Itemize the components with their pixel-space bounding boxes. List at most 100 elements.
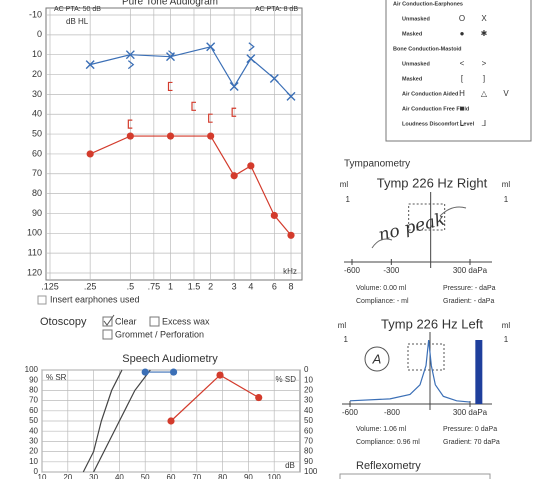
x-tick-label: 300 daPa <box>453 408 488 417</box>
x-tick-label: 60 <box>167 473 176 479</box>
readout: Volume: 1.06 ml <box>356 426 407 433</box>
data-point <box>269 74 279 84</box>
data-line <box>349 339 471 403</box>
legend-label: Masked <box>402 76 422 82</box>
data-point <box>216 371 224 379</box>
y-tick-label: 40 <box>29 426 38 435</box>
x-tick-label: 90 <box>244 473 253 479</box>
handwritten-note: no peak <box>376 210 447 246</box>
checkbox[interactable] <box>149 316 160 327</box>
legend-symbol: O <box>459 14 465 23</box>
y2-tick-label: 40 <box>304 406 313 415</box>
otoscopy-option: Excess wax <box>162 316 210 326</box>
y-tick-label: 70 <box>32 168 42 178</box>
legend-symbol: < <box>460 59 465 68</box>
legend-heading: Air Conduction-Earphones <box>393 1 463 7</box>
y-tick-label: 40 <box>32 109 42 119</box>
data-point <box>229 81 239 91</box>
tympanometry-title: Tympanometry <box>344 159 410 170</box>
legend-symbol: ] <box>483 74 485 83</box>
x-tick-label: 50 <box>141 473 150 479</box>
y2-tick-label: 60 <box>304 426 313 435</box>
data-line <box>93 369 151 473</box>
legend-symbol: ● <box>460 29 465 38</box>
legend-symbol: ■ <box>460 104 465 113</box>
handwritten-circle <box>364 346 390 372</box>
otoscopy-option: Grommet / Perforation <box>115 329 204 339</box>
y-tick-label: 110 <box>28 248 42 258</box>
y-tick-label: 1 <box>504 195 509 204</box>
data-point <box>248 42 255 52</box>
legend-symbol: ✱ <box>481 29 488 38</box>
data-point <box>169 368 178 376</box>
readout: Pressure: 0 daPa <box>443 426 497 433</box>
data-point <box>208 113 213 123</box>
legend-symbol: ⅃ <box>482 119 486 128</box>
y2-tick-label: 80 <box>304 447 313 456</box>
y-tick-label: 90 <box>32 208 42 218</box>
y2-tick-label: 90 <box>304 457 313 466</box>
chart-title: Tymp 226 Hz Left <box>381 316 483 331</box>
data-point <box>286 91 296 101</box>
x-tick-label: 6 <box>272 281 277 291</box>
dashed-box <box>408 203 446 231</box>
readout: Compliance: - ml <box>356 298 409 305</box>
check-mark <box>103 314 115 326</box>
legend: Air Conduction-Earphones Unmasked O X Masked… <box>393 1 509 128</box>
checkbox[interactable] <box>102 329 113 340</box>
x-tick-label: 1 <box>168 281 173 291</box>
legend-label: Loudness Discomfort Level <box>402 121 475 127</box>
x-tick-label: .125 <box>41 281 59 291</box>
legend-heading: Bone Conduction-Mastoid <box>393 46 461 52</box>
y2-tick-label: 100 <box>304 467 318 476</box>
x-tick-label: -300 <box>383 266 400 275</box>
data-point <box>125 50 135 60</box>
reflex-table <box>339 473 491 479</box>
y-tick-label: 0 <box>34 467 39 476</box>
chart-title: Pure Tone Audiogram <box>122 0 218 8</box>
data-point <box>141 368 149 376</box>
readout: Gradient: - daPa <box>443 298 494 305</box>
x-tick-label: .5 <box>127 281 135 291</box>
data-point <box>168 50 175 60</box>
y-axis-label: dB HL <box>66 17 89 26</box>
y-tick-label: 30 <box>29 437 38 446</box>
y-tick-label: 90 <box>29 375 38 384</box>
y-tick-label: 10 <box>29 457 38 466</box>
x-tick-label: 300 daPa <box>453 266 488 275</box>
checkbox[interactable] <box>37 295 47 305</box>
y-tick-label: 100 <box>27 228 42 238</box>
y-axis-label: ml <box>502 180 511 189</box>
x-tick-label: 1.5 <box>188 281 201 291</box>
legend-box <box>385 0 532 142</box>
readout: Pressure: - daPa <box>443 285 496 292</box>
legend-label: Air Conduction Free Field <box>402 106 469 112</box>
x-tick-label: 3 <box>232 281 237 291</box>
data-point <box>270 211 278 220</box>
data-point <box>167 417 175 425</box>
y-tick-label: 80 <box>29 386 38 395</box>
legend-symbol: L <box>460 119 465 128</box>
y-axis-label: ml <box>338 321 347 330</box>
data-point <box>127 119 133 129</box>
readout: Gradient: 70 daPa <box>443 439 500 446</box>
readout: Compliance: 0.96 ml <box>356 439 420 446</box>
legend-symbol: V <box>503 89 509 98</box>
y-tick-label: 70 <box>29 396 38 405</box>
data-point <box>287 231 295 239</box>
x-tick-label: 2 <box>208 281 213 291</box>
y-tick-label: 1 <box>504 335 509 344</box>
data-point <box>166 132 175 140</box>
x-tick-label: .75 <box>148 281 161 291</box>
y2-tick-label: 70 <box>304 437 313 446</box>
y2-tick-label: 0 <box>304 365 309 374</box>
data-line <box>89 135 292 236</box>
legend-symbol: > <box>482 59 487 68</box>
checkbox[interactable] <box>102 316 113 327</box>
y2-tick-label: 10 <box>304 375 313 384</box>
x-tick-label: 20 <box>63 473 72 479</box>
y-tick-label: 20 <box>29 447 38 456</box>
legend-label: Air Conduction Aided <box>402 91 458 97</box>
data-point <box>126 132 134 140</box>
y-tick-label: 10 <box>32 49 42 59</box>
